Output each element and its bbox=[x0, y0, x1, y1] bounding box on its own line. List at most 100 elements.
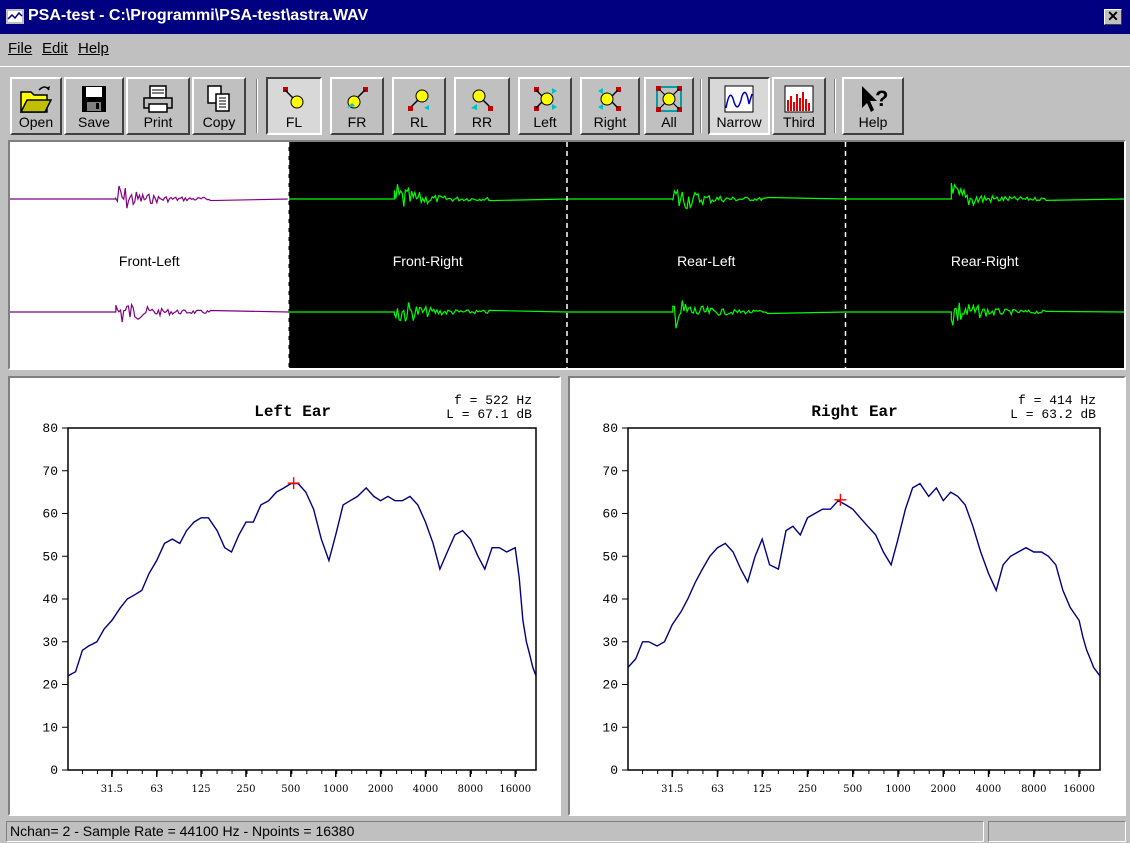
help-arrow-question-icon: ? bbox=[862, 86, 888, 112]
x-tick-label: 4000 bbox=[413, 784, 438, 795]
narrow-label: Narrow bbox=[716, 114, 762, 130]
fl-label: FL bbox=[285, 114, 303, 130]
waveform-panel[interactable]: Front-Left Front-Right Rear-Left Rear-Right bbox=[8, 140, 1126, 370]
copy-button[interactable]: Copy bbox=[192, 77, 246, 135]
wave-segment-label: Front-Right bbox=[393, 253, 463, 269]
fl-button[interactable]: FL bbox=[266, 77, 322, 135]
y-tick-label: 30 bbox=[602, 635, 618, 650]
speaker-rear-right-icon bbox=[471, 89, 493, 111]
right-ear-panel[interactable]: Right Ear f = 414 Hz L = 63.2 dB 0 10 20 30 40 5… bbox=[568, 376, 1126, 816]
status-bar: Nchan= 2 - Sample Rate = 44100 Hz - Npoi… bbox=[0, 820, 1130, 843]
left-label: Left bbox=[533, 114, 557, 130]
y-tick-label: 70 bbox=[602, 464, 618, 479]
menu-edit[interactable]: Edit bbox=[42, 40, 68, 57]
save-button[interactable]: Save bbox=[64, 77, 124, 135]
right-button[interactable]: Right bbox=[580, 77, 640, 135]
x-tick-label: 125 bbox=[753, 784, 772, 795]
speaker-front-right-icon bbox=[347, 87, 368, 109]
waveform-trace bbox=[288, 184, 568, 207]
wave-segment-bg bbox=[567, 142, 846, 368]
print-label: Print bbox=[143, 114, 173, 130]
y-tick-label: 60 bbox=[42, 507, 58, 522]
speaker-front-left-icon bbox=[283, 87, 304, 109]
toolbar-separator bbox=[256, 79, 258, 133]
print-button[interactable]: Print bbox=[126, 77, 190, 135]
toolbar: Open Save Print Copy bbox=[0, 66, 1130, 138]
svg-text:?: ? bbox=[875, 86, 888, 111]
narrow-button[interactable]: Narrow bbox=[708, 77, 770, 135]
plot-area bbox=[627, 427, 1101, 771]
y-tick-label: 80 bbox=[602, 421, 618, 436]
waveform-trace bbox=[288, 302, 568, 322]
left-button[interactable]: Left bbox=[518, 77, 572, 135]
left-ear-chart[interactable]: Left Ear f = 522 HzL = 67.1 dB 0 10 20 30 40 50… bbox=[10, 378, 559, 814]
y-tick-label: 20 bbox=[602, 678, 618, 693]
right-ear-chart[interactable]: Right Ear f = 414 HzL = 63.2 dB 0 10 20 30 40 5… bbox=[570, 378, 1124, 814]
y-tick-label: 40 bbox=[42, 592, 58, 607]
status-text: Nchan= 2 - Sample Rate = 44100 Hz - Npoi… bbox=[6, 821, 984, 842]
window-title: PSA-test - C:\Programmi\PSA-test\astra.W… bbox=[28, 7, 369, 24]
x-tick-label: 63 bbox=[150, 784, 163, 795]
rr-button[interactable]: RR bbox=[454, 77, 510, 135]
x-tick-label: 1000 bbox=[323, 784, 348, 795]
fr-button[interactable]: FR bbox=[330, 77, 384, 135]
y-tick-label: 50 bbox=[602, 549, 618, 564]
left-ear-panel[interactable]: Left Ear f = 522 Hz L = 67.1 dB 0 10 20 30 40 50… bbox=[8, 376, 561, 816]
peak-marker bbox=[834, 493, 847, 506]
waveform-trace bbox=[10, 302, 289, 323]
x-tick-label: 125 bbox=[192, 784, 211, 795]
open-button[interactable]: Open bbox=[10, 77, 62, 135]
x-tick-label: 2000 bbox=[368, 784, 393, 795]
narrowband-wave-icon bbox=[724, 85, 754, 113]
wave-segment-bg bbox=[10, 142, 289, 368]
rr-label: RR bbox=[471, 114, 493, 130]
third-button[interactable]: Third bbox=[772, 77, 826, 135]
readout-level: L = 63.2 dB bbox=[1010, 407, 1096, 422]
y-tick-label: 20 bbox=[42, 678, 58, 693]
rl-button[interactable]: RL bbox=[392, 77, 446, 135]
help-button[interactable]: ? Help bbox=[842, 77, 904, 135]
peak-marker bbox=[287, 477, 300, 490]
y-tick-label: 70 bbox=[42, 464, 58, 479]
folder-open-icon bbox=[19, 86, 53, 113]
all-button[interactable]: All bbox=[644, 77, 694, 135]
y-tick-label: 50 bbox=[42, 549, 58, 564]
readout-frequency: f = 414 Hz bbox=[1018, 393, 1096, 408]
status-panel-empty bbox=[988, 821, 1126, 842]
waveform-trace bbox=[845, 182, 1124, 207]
x-tick-label: 500 bbox=[281, 784, 300, 795]
waveform-trace bbox=[10, 185, 289, 209]
x-tick-label: 2000 bbox=[931, 784, 956, 795]
y-tick-label: 10 bbox=[602, 720, 618, 735]
x-tick-label: 250 bbox=[236, 784, 255, 795]
all-label: All bbox=[661, 114, 677, 130]
speakers-all-icon bbox=[656, 86, 682, 112]
x-tick-label: 16000 bbox=[499, 784, 531, 795]
readout-level: L = 67.1 dB bbox=[446, 407, 532, 422]
fr-label: FR bbox=[347, 114, 367, 130]
chart-title: Left Ear bbox=[254, 403, 331, 421]
wave-segment-bg bbox=[845, 142, 1124, 368]
x-tick-label: 1000 bbox=[885, 784, 910, 795]
x-tick-label: 63 bbox=[711, 784, 724, 795]
y-tick-label: 0 bbox=[50, 763, 58, 778]
floppy-disk-icon bbox=[82, 86, 106, 112]
close-button[interactable]: ✕ bbox=[1104, 9, 1122, 25]
spectrum-line bbox=[67, 482, 537, 677]
x-tick-label: 16000 bbox=[1063, 784, 1095, 795]
menu-file[interactable]: File bbox=[8, 40, 33, 57]
plot-area bbox=[67, 427, 537, 771]
wave-segment-label: Front-Left bbox=[119, 253, 180, 269]
copy-label: Copy bbox=[202, 114, 236, 130]
waveform-display[interactable]: Front-Left Front-Right Rear-Left Rear-Right bbox=[10, 142, 1124, 368]
spectrum-line bbox=[627, 482, 1101, 677]
third-label: Third bbox=[783, 114, 815, 130]
x-tick-label: 250 bbox=[798, 784, 817, 795]
x-tick-label: 500 bbox=[843, 784, 862, 795]
wave-segment-label: Rear-Left bbox=[677, 253, 735, 269]
right-label: Right bbox=[593, 114, 627, 130]
chart-title: Right Ear bbox=[811, 403, 897, 421]
copy-icon bbox=[207, 85, 230, 112]
menu-help[interactable]: Help bbox=[78, 40, 109, 57]
toolbar-separator bbox=[700, 79, 702, 133]
